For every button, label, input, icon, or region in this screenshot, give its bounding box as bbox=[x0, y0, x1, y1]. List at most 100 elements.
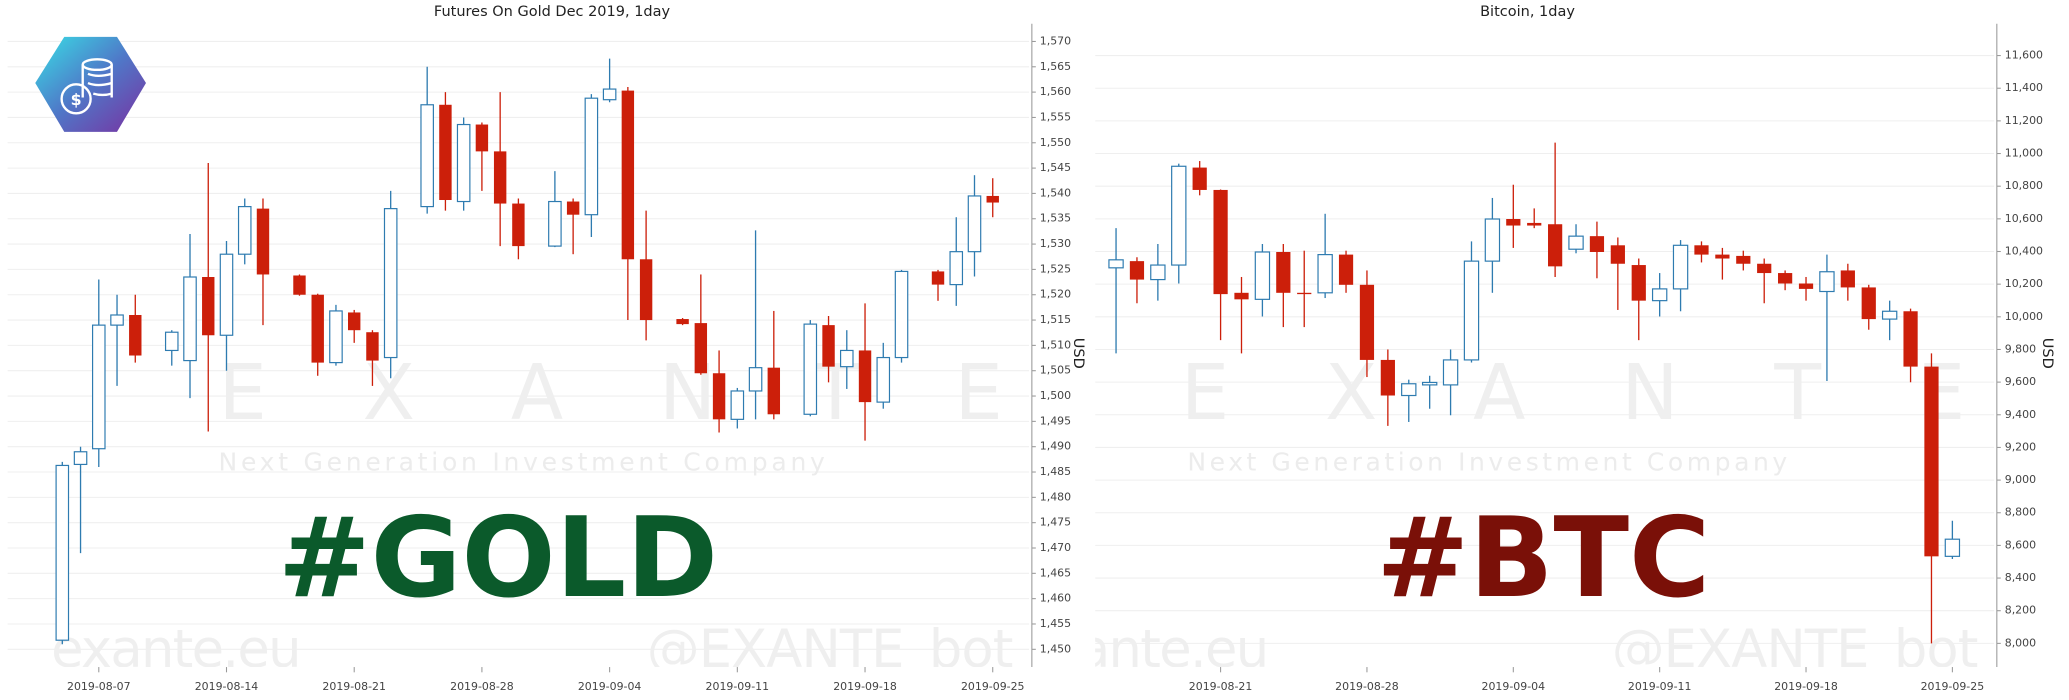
candle-body bbox=[1548, 224, 1563, 267]
annotation: #GOLD bbox=[278, 494, 718, 623]
y-tick-label: 11,400 bbox=[2005, 81, 2043, 94]
y-tick-label: 9,200 bbox=[2005, 440, 2036, 453]
y-tick-label: 10,200 bbox=[2005, 277, 2043, 290]
chart-title: Bitcoin, 1day bbox=[1480, 4, 1575, 20]
x-tick-label: 2019-08-14 bbox=[195, 680, 259, 693]
chart-title: Futures On Gold Dec 2019, 1day bbox=[434, 4, 671, 20]
x-tick-label: 2019-09-25 bbox=[1921, 680, 1985, 693]
x-tick-label: 2019-09-04 bbox=[1482, 680, 1546, 693]
y-tick-label: 11,000 bbox=[2005, 147, 2043, 160]
candle-body bbox=[694, 323, 708, 374]
candle-body bbox=[493, 151, 507, 204]
y-tick-label: 10,400 bbox=[2005, 245, 2043, 258]
candle-body bbox=[621, 90, 635, 260]
candle-body bbox=[256, 208, 270, 275]
watermark: exante.eu bbox=[1019, 619, 1269, 680]
candle-body bbox=[1861, 287, 1876, 320]
watermark: Next Generation Investment Company bbox=[1187, 448, 1787, 477]
candle-body bbox=[730, 390, 745, 420]
x-tick-label: 2019-08-28 bbox=[1335, 680, 1399, 693]
candle-body bbox=[183, 276, 197, 362]
candle-body bbox=[293, 275, 306, 295]
candle-body bbox=[1610, 245, 1625, 264]
candle-body bbox=[602, 88, 617, 101]
candle-body bbox=[110, 314, 124, 326]
candle-body bbox=[1317, 254, 1333, 294]
y-tick-label: 8,600 bbox=[2005, 538, 2036, 551]
candle-body bbox=[1924, 366, 1939, 557]
y-tick-label: 1,535 bbox=[1040, 212, 1071, 225]
candle-body bbox=[329, 310, 343, 364]
annotation: #BTC bbox=[1376, 494, 1710, 623]
candle-body bbox=[129, 314, 142, 356]
candle-body bbox=[639, 259, 653, 321]
candle-body bbox=[1651, 288, 1668, 302]
candle-body bbox=[1401, 383, 1417, 397]
y-tick-label: 10,800 bbox=[2005, 179, 2043, 192]
candle-body bbox=[512, 203, 525, 247]
candle-body bbox=[566, 201, 580, 215]
y-tick-label: 1,500 bbox=[1040, 389, 1071, 402]
y-tick-label: 1,465 bbox=[1040, 566, 1071, 579]
candle-body bbox=[839, 349, 854, 368]
candle-body bbox=[949, 251, 964, 286]
y-tick-label: 8,000 bbox=[2005, 636, 2036, 649]
candle-body bbox=[420, 104, 434, 208]
y-tick-label: 11,200 bbox=[2005, 114, 2043, 127]
candle-body bbox=[967, 195, 982, 253]
watermark: @EXANTE_bot bbox=[1612, 619, 1978, 680]
x-tick-label: 2019-09-25 bbox=[961, 680, 1025, 693]
y-tick-label: 1,470 bbox=[1040, 541, 1071, 554]
candle-body bbox=[1359, 284, 1375, 360]
y-tick-label: 1,555 bbox=[1040, 110, 1071, 123]
y-tick-label: 1,480 bbox=[1040, 490, 1071, 503]
x-tick-label: 2019-09-18 bbox=[833, 680, 897, 693]
y-tick-label: 9,400 bbox=[2005, 408, 2036, 421]
candle-body bbox=[439, 104, 452, 201]
candle-body bbox=[1568, 235, 1584, 250]
candle-body bbox=[1150, 264, 1166, 281]
y-tick-label: 1,560 bbox=[1040, 85, 1071, 98]
x-tick-label: 2019-09-11 bbox=[1628, 680, 1692, 693]
candle-body bbox=[348, 312, 361, 331]
y-tick-label: 1,530 bbox=[1040, 237, 1071, 250]
x-tick-label: 2019-09-11 bbox=[706, 680, 770, 693]
y-tick-label: 1,495 bbox=[1040, 414, 1071, 427]
y-tick-label: 8,400 bbox=[2005, 571, 2036, 584]
y-tick-label: 1,515 bbox=[1040, 313, 1071, 326]
y-tick-label: 1,475 bbox=[1040, 516, 1071, 529]
candle-body bbox=[767, 367, 781, 415]
candle-body bbox=[219, 253, 234, 336]
candle-body bbox=[1213, 189, 1228, 295]
candle-body bbox=[366, 332, 379, 361]
y-tick-label: 1,450 bbox=[1040, 642, 1071, 655]
watermark: exante.eu bbox=[51, 619, 301, 680]
candle-body bbox=[1276, 251, 1291, 293]
candle-body bbox=[1192, 167, 1207, 190]
candle-body bbox=[1798, 283, 1814, 289]
y-tick-label: 1,545 bbox=[1040, 161, 1071, 174]
y-tick-label: 10,600 bbox=[2005, 212, 2043, 225]
candle-body bbox=[1527, 222, 1542, 226]
y-tick-label: 9,800 bbox=[2005, 342, 2036, 355]
y-tick-label: 1,570 bbox=[1040, 34, 1071, 47]
candle-body bbox=[1589, 236, 1605, 252]
y-tick-label: 1,455 bbox=[1040, 617, 1071, 630]
candle-body bbox=[311, 294, 324, 363]
candle-body bbox=[456, 123, 471, 203]
candle-body bbox=[1881, 310, 1898, 320]
svg-text:$: $ bbox=[71, 90, 82, 109]
candle-body bbox=[1234, 292, 1249, 300]
x-tick-label: 2019-08-28 bbox=[450, 680, 514, 693]
y-tick-label: 1,485 bbox=[1040, 465, 1071, 478]
watermark: EXANTE bbox=[1181, 349, 1965, 438]
y-tick-label: 1,460 bbox=[1040, 592, 1071, 605]
candle-body bbox=[1778, 273, 1793, 284]
plot-area: EXANTE Next Generation Investment Company… bbox=[1019, 55, 1995, 680]
y-tick-label: 1,520 bbox=[1040, 288, 1071, 301]
candle-body bbox=[1421, 381, 1438, 386]
candle-body bbox=[1694, 245, 1709, 255]
candle-body bbox=[1944, 538, 1961, 557]
